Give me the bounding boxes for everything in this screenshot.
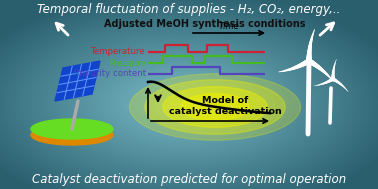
Ellipse shape <box>163 87 267 127</box>
Text: Pressure: Pressure <box>109 59 146 67</box>
Ellipse shape <box>31 119 113 139</box>
Ellipse shape <box>181 94 249 120</box>
Ellipse shape <box>145 80 285 134</box>
Ellipse shape <box>130 74 301 140</box>
Text: Temperature: Temperature <box>91 47 146 57</box>
Text: Catalyst deactivation predicted for optimal operation: Catalyst deactivation predicted for opti… <box>32 173 346 185</box>
Text: Time: Time <box>218 22 239 31</box>
Text: Adjusted MeOH synthesis conditions: Adjusted MeOH synthesis conditions <box>104 19 306 29</box>
Polygon shape <box>55 61 100 101</box>
Text: Model of
catalyst deactivation: Model of catalyst deactivation <box>169 96 281 116</box>
Text: Impurity content: Impurity content <box>74 70 146 78</box>
Ellipse shape <box>31 125 113 145</box>
Text: Temporal fluctuation of supplies - H₂, CO₂, energy,..: Temporal fluctuation of supplies - H₂, C… <box>37 4 341 16</box>
